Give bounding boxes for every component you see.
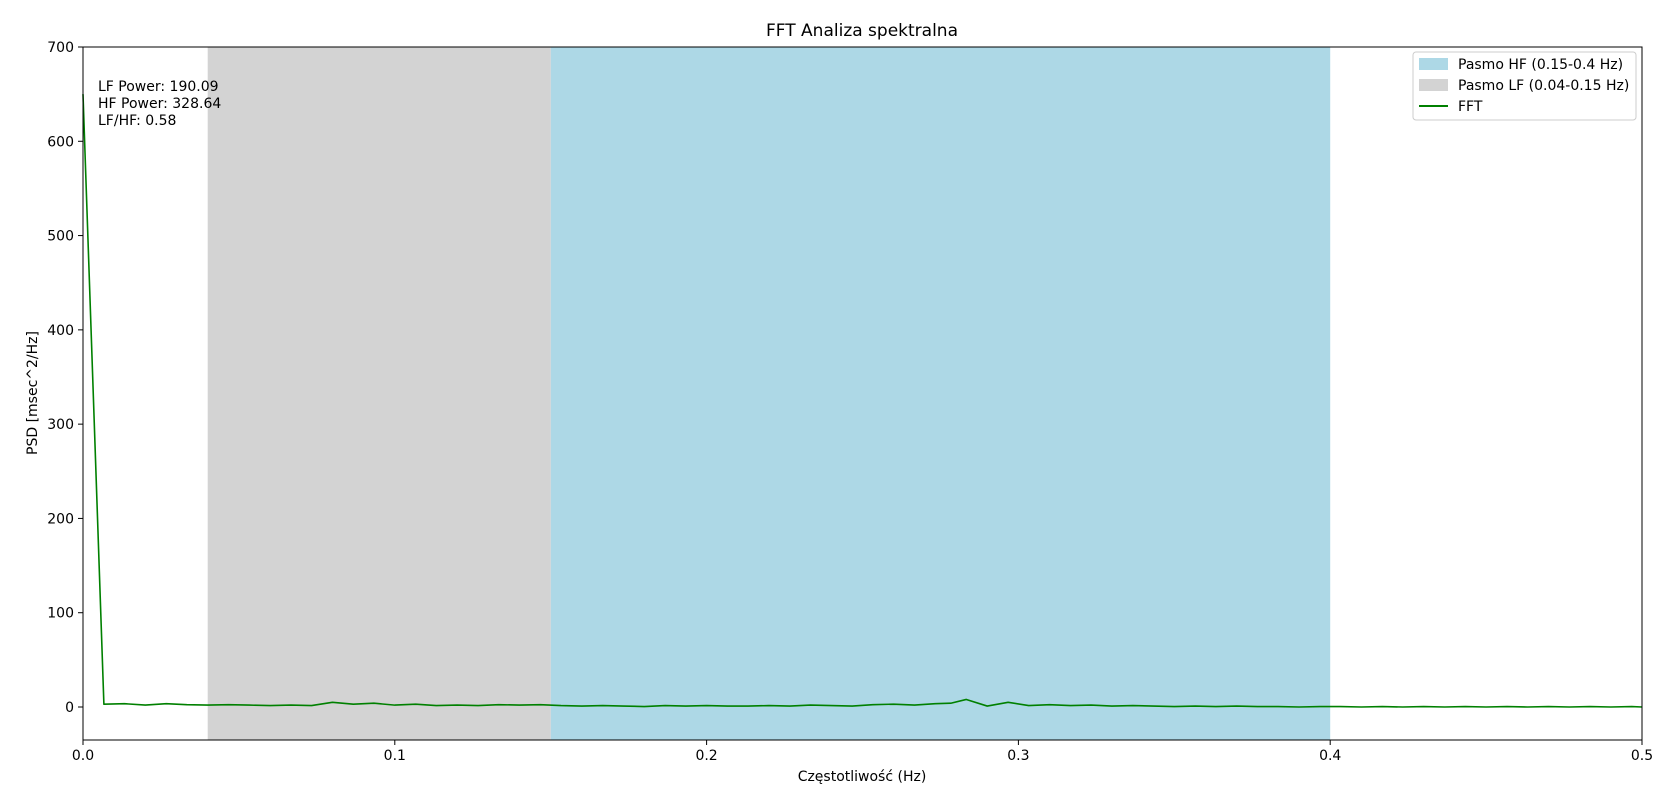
band-0 bbox=[550, 47, 1331, 740]
x-axis: 0.0 0.1 0.2 0.3 0.4 0.5 bbox=[72, 740, 1653, 764]
frequency-bands bbox=[207, 47, 1331, 740]
plot-frame bbox=[82, 46, 1643, 741]
y-axis-label: PSD [msec^2/Hz] bbox=[25, 331, 41, 455]
chart-title: FFT Analiza spektralna bbox=[766, 21, 958, 41]
y-tick-label: 300 bbox=[47, 417, 74, 433]
legend-label-lf-band: Pasmo LF (0.04-0.15 Hz) bbox=[1458, 78, 1629, 94]
lf-power-annotation: LF Power: 190.09 bbox=[98, 79, 219, 95]
x-tick-label: 0.3 bbox=[1007, 748, 1029, 764]
x-tick-label: 0.1 bbox=[384, 748, 406, 764]
legend-label-hf-band: Pasmo HF (0.15-0.4 Hz) bbox=[1458, 57, 1623, 73]
y-tick-label: 600 bbox=[47, 134, 74, 150]
series-layer bbox=[82, 94, 1643, 708]
legend: Pasmo HF (0.15-0.4 Hz) Pasmo LF (0.04-0.… bbox=[1412, 51, 1637, 121]
legend-box bbox=[1412, 51, 1637, 121]
y-axis: 0 100 200 300 400 500 600 700 bbox=[47, 40, 83, 716]
x-tick-label: 0.4 bbox=[1319, 748, 1341, 764]
x-tick-label: 0.5 bbox=[1631, 748, 1653, 764]
x-tick-label: 0.0 bbox=[72, 748, 94, 764]
x-axis-label: Częstotliwość (Hz) bbox=[798, 769, 927, 785]
y-tick-label: 700 bbox=[47, 40, 74, 56]
hf-power-annotation: HF Power: 328.64 bbox=[98, 96, 221, 112]
x-tick-label: 0.2 bbox=[695, 748, 717, 764]
y-tick-label: 500 bbox=[47, 229, 74, 245]
lf-hf-ratio-annotation: LF/HF: 0.58 bbox=[98, 113, 176, 129]
series-line-0 bbox=[82, 94, 1643, 708]
y-tick-label: 200 bbox=[47, 511, 74, 527]
band-1 bbox=[207, 47, 551, 740]
y-tick-label: 100 bbox=[47, 606, 74, 622]
y-tick-label: 0 bbox=[65, 700, 74, 716]
y-tick-label: 400 bbox=[47, 323, 74, 339]
legend-label-fft: FFT bbox=[1458, 99, 1483, 115]
legend-swatch-hf-band bbox=[1419, 58, 1448, 70]
legend-swatch-lf-band bbox=[1419, 79, 1448, 91]
power-annotations: LF Power: 190.09 HF Power: 328.64 LF/HF:… bbox=[98, 79, 221, 129]
